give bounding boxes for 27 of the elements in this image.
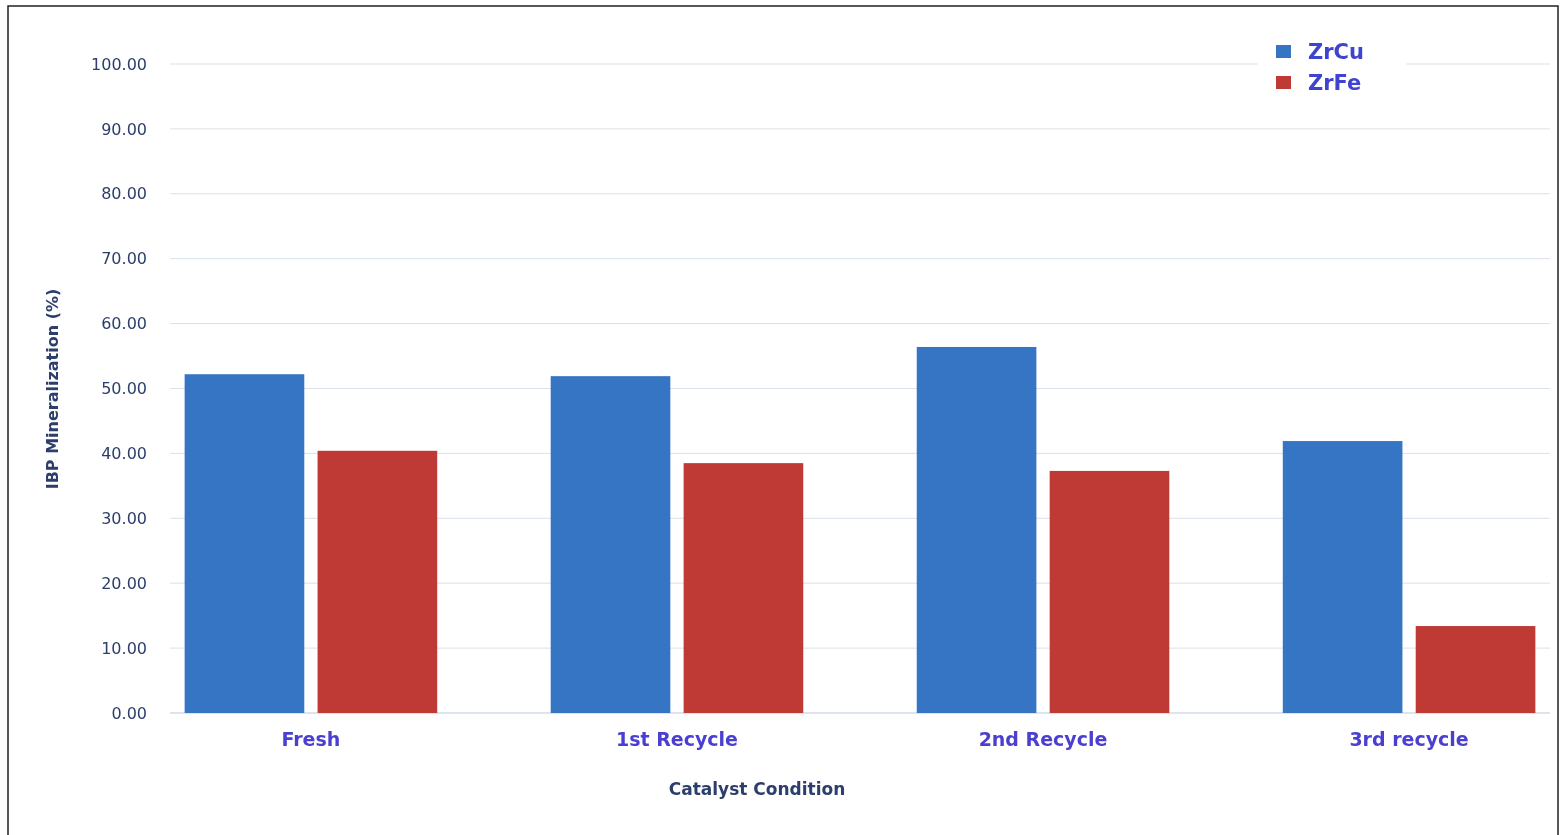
bar xyxy=(550,376,671,713)
bar xyxy=(1415,626,1536,713)
bar xyxy=(1049,470,1170,713)
y-tick-label: 90.00 xyxy=(101,119,147,139)
y-tick-label: 100.00 xyxy=(91,54,147,74)
x-axis-title: Catalyst Condition xyxy=(668,779,846,799)
bar xyxy=(916,346,1037,713)
legend-label: ZrCu xyxy=(1308,40,1364,65)
y-axis-title: IBP Mineralization (%) xyxy=(43,288,62,490)
bar xyxy=(683,463,804,713)
y-tick-label: 10.00 xyxy=(101,638,147,658)
bar xyxy=(184,374,305,713)
y-tick-label: 60.00 xyxy=(101,314,147,334)
y-tick-label: 80.00 xyxy=(101,184,147,204)
y-tick-label: 40.00 xyxy=(101,444,147,463)
bar xyxy=(317,450,438,713)
x-tick-label: 2nd Recycle xyxy=(978,728,1108,750)
y-tick-label: 30.00 xyxy=(101,508,147,528)
y-tick-label: 0.00 xyxy=(111,703,147,723)
y-tick-label: 70.00 xyxy=(101,249,147,269)
x-tick-label: 3rd recycle xyxy=(1349,728,1469,750)
y-tick-label: 50.00 xyxy=(101,379,147,399)
y-tick-label: 20.00 xyxy=(101,573,147,593)
x-tick-label: Fresh xyxy=(281,728,341,750)
bar xyxy=(1282,441,1403,713)
x-tick-label: 1st Recycle xyxy=(615,728,739,750)
legend-label: ZrFe xyxy=(1308,71,1362,96)
